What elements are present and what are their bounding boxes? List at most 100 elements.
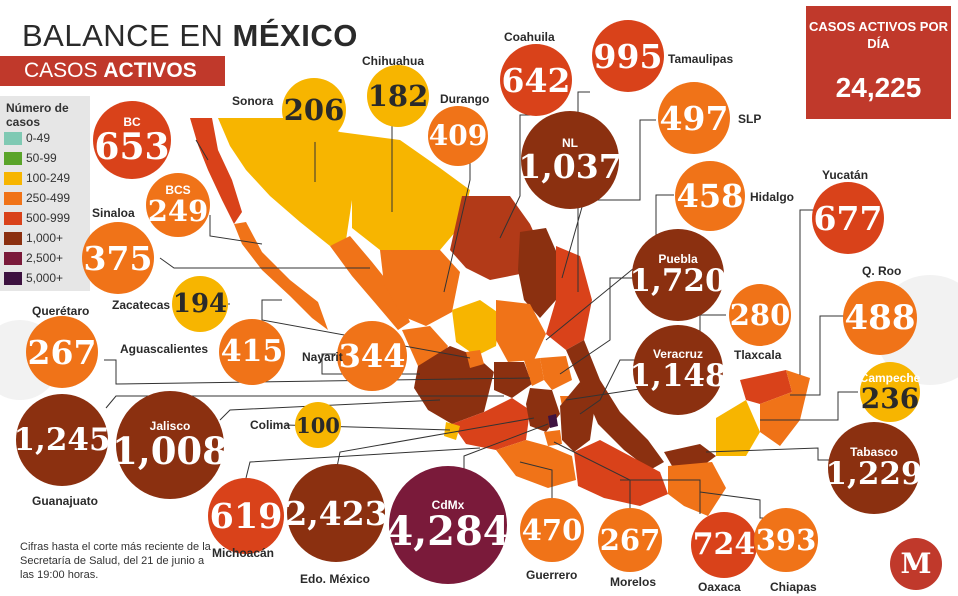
legend-item: 500-999	[4, 209, 88, 227]
region-yucatan	[740, 370, 792, 404]
region-hidalgo	[540, 356, 572, 390]
state-value: 470	[521, 512, 583, 547]
state-bubble: 488	[843, 281, 917, 355]
legend-item: 1,000+	[4, 229, 88, 247]
legend-item: 0-49	[4, 129, 88, 147]
region-bc	[190, 118, 242, 224]
state-bubble: 409	[428, 106, 488, 166]
region-chihuahua	[340, 132, 470, 256]
state-bubble: 194	[172, 276, 228, 332]
state-name: BCS	[165, 183, 191, 197]
state-value: 393	[755, 522, 817, 557]
region-colima	[444, 422, 460, 440]
state-bubble: 182	[367, 65, 429, 127]
footnote: Cifras hasta el corte más reciente de la…	[20, 541, 211, 581]
legend-item: 50-99	[4, 149, 88, 167]
legend-title: Número de casos	[6, 101, 69, 129]
region-veracruz	[566, 340, 664, 470]
state-name: Tamaulipas	[668, 52, 734, 66]
region-slp	[496, 300, 546, 362]
state-name: NL	[562, 136, 578, 150]
state-value: 182	[367, 78, 429, 113]
region-qro	[524, 358, 544, 386]
state-bubble: 415	[219, 319, 285, 385]
region-sinaloa	[330, 236, 410, 330]
state-bubble: 724	[691, 512, 757, 578]
region-campeche	[716, 400, 760, 456]
legend-label: 100-249	[26, 171, 71, 185]
state-name: Durango	[440, 92, 490, 106]
state-name: BC	[123, 114, 141, 129]
state-value: 249	[147, 194, 209, 228]
region-zacatecas	[452, 300, 500, 356]
state-value: 344	[338, 337, 406, 375]
state-bubble: Veracruz 1,148	[629, 325, 727, 415]
region-oaxaca	[574, 440, 668, 506]
state-bubble: 677	[812, 182, 884, 254]
state-bubble: 470	[520, 498, 584, 562]
subtitle: CASOS ACTIVOS	[24, 59, 197, 82]
state-value: 1,245	[13, 421, 111, 458]
state-bubble: BC 653	[93, 101, 171, 179]
state-bubble: BCS 249	[146, 173, 210, 237]
legend-swatch	[4, 232, 22, 245]
state-name: Guerrero	[526, 568, 578, 582]
region-guerrero	[496, 440, 576, 488]
legend-item: 250-499	[4, 189, 88, 207]
state-value: 100	[296, 412, 340, 438]
state-name: Sinaloa	[92, 206, 135, 220]
legend-swatch	[4, 152, 22, 165]
state-bubble: 642	[500, 44, 572, 116]
state-name: Aguascalientes	[120, 342, 209, 356]
region-michoacan	[452, 398, 530, 450]
legend-swatch	[4, 132, 22, 145]
state-value: 724	[692, 527, 756, 562]
state-name: Tlaxcala	[734, 348, 782, 362]
state-value: 4,284	[385, 507, 511, 555]
state-value: 1,037	[518, 147, 622, 186]
legend-label: 50-99	[26, 151, 57, 165]
state-bubble: Tabasco 1,229	[825, 422, 923, 514]
legend-label: 250-499	[26, 191, 71, 205]
state-bubble: 2,423	[284, 464, 388, 562]
state-value: 280	[729, 297, 791, 332]
kpi-value: 24,225	[835, 72, 922, 103]
legend-label: 5,000+	[26, 271, 64, 285]
state-value: 677	[813, 198, 883, 238]
state-name: Chihuahua	[362, 54, 424, 68]
kpi-box: CASOS ACTIVOS POR DÍA 24,225	[806, 6, 951, 119]
state-name: Q. Roo	[862, 264, 902, 278]
state-bubble: 1,245	[13, 394, 111, 486]
state-name: Puebla	[658, 252, 698, 266]
state-name: Chiapas	[770, 580, 817, 594]
state-name: Nayarit	[302, 350, 343, 364]
state-bubble: 375	[82, 222, 154, 294]
state-value: 1,148	[629, 358, 727, 394]
state-bubble: 458	[675, 161, 745, 231]
region-morelos	[544, 430, 562, 446]
region-tamaulipas	[546, 246, 592, 350]
state-name: Tabasco	[850, 445, 898, 459]
state-value: 267	[599, 522, 661, 557]
state-value: 206	[283, 92, 345, 127]
state-value: 619	[209, 495, 283, 537]
legend-item: 100-249	[4, 169, 88, 187]
state-value: 375	[83, 238, 153, 278]
state-bubble: 995	[592, 20, 664, 92]
state-value: 497	[659, 98, 729, 138]
region-nl	[518, 228, 560, 318]
region-durango	[380, 250, 460, 326]
state-name: CdMx	[431, 497, 465, 512]
state-value: 458	[676, 177, 744, 215]
legend-label: 0-49	[26, 131, 51, 145]
state-name: Veracruz	[652, 347, 704, 361]
state-bubble: 100	[295, 402, 341, 448]
region-coahuila	[450, 196, 540, 280]
legend-label: 500-999	[26, 211, 71, 225]
legend-swatch	[4, 252, 22, 265]
state-bubble: CdMx 4,284	[385, 466, 511, 584]
state-bubble: NL 1,037	[518, 111, 622, 209]
state-value: 415	[220, 334, 284, 369]
state-name: Guanajuato	[32, 494, 99, 508]
